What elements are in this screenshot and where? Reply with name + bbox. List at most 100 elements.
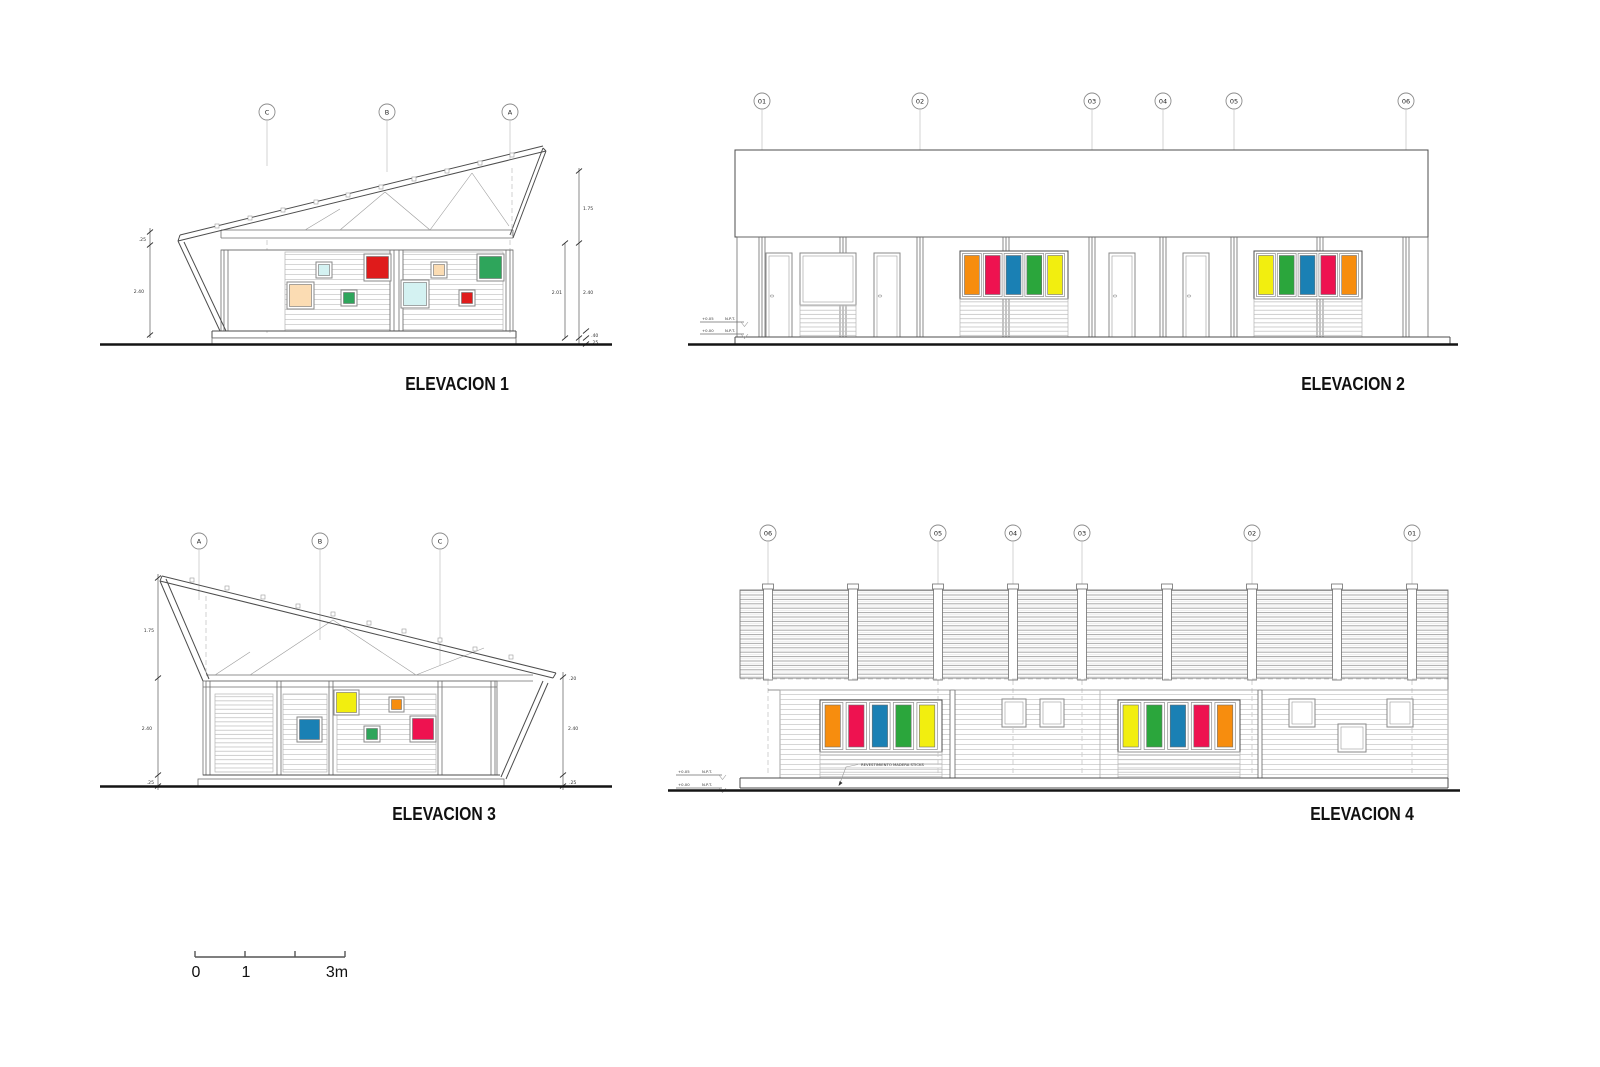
truss-diagonals: [214, 619, 485, 676]
svg-text:06: 06: [764, 530, 772, 538]
svg-text:1.75: 1.75: [144, 628, 154, 634]
grid-bubble-a: A: [190, 532, 208, 550]
svg-text:B: B: [385, 109, 389, 117]
door: [765, 252, 793, 338]
elevation-1-title: ELEVACION 1: [405, 373, 509, 395]
svg-text:+0.00: +0.00: [702, 328, 714, 333]
grid-bubble-c: C: [258, 103, 276, 121]
grid-bubble-02: 02: [1243, 524, 1261, 542]
svg-text:2.40: 2.40: [583, 290, 593, 296]
dimension-left: 1.75 2.40 .25: [142, 574, 162, 790]
grid-bubble-06: 06: [1397, 92, 1415, 110]
grid-bubble-06: 06: [759, 524, 777, 542]
level-markers: +0.05 N.P.T. +0.00 N.P.T.: [676, 769, 727, 793]
window-green-large: [476, 253, 505, 282]
svg-text:2.40: 2.40: [134, 289, 144, 295]
roof-top-chord: [159, 575, 557, 679]
grid-bubble-05: 05: [929, 524, 947, 542]
grid-leader-lines: [767, 542, 1413, 586]
window-peach-small: [430, 261, 448, 279]
level-markers: +0.05 N.P.T. +0.00 N.P.T.: [700, 316, 749, 339]
svg-text:N.P.T.: N.P.T.: [725, 316, 735, 321]
grid-bubble-a: A: [501, 103, 519, 121]
svg-text:A: A: [508, 109, 513, 117]
svg-text:+0.05: +0.05: [678, 769, 690, 774]
roof-right-fascia: [509, 147, 547, 239]
colored-window-band-2: [1117, 699, 1241, 779]
elevation-3-title: ELEVACION 3: [392, 803, 496, 825]
wall-face: [736, 236, 1429, 337]
colored-window-band-2: [1253, 250, 1363, 338]
roof-band: [734, 149, 1429, 238]
svg-text:2.40: 2.40: [568, 726, 578, 732]
svg-text:+0.05: +0.05: [702, 316, 714, 321]
svg-text:1.75: 1.75: [583, 206, 593, 212]
floor-band: [739, 777, 1449, 789]
svg-text:02: 02: [1248, 530, 1256, 538]
scale-label-0: 0: [192, 964, 201, 981]
window-plain: [799, 252, 857, 338]
svg-text:.25: .25: [569, 780, 576, 786]
window-cyan-large: [400, 279, 430, 309]
grid-leader-lines: [266, 121, 511, 172]
roof-purlins: [214, 152, 515, 229]
scale-bar-line: [194, 951, 346, 958]
svg-text:02: 02: [916, 98, 924, 106]
svg-text:N.P.T.: N.P.T.: [702, 782, 712, 787]
elevation-4: REVESTIMIENTO MADERA STICKS +0.05 N.P.T.…: [668, 524, 1460, 825]
elevation-4-title: ELEVACION 4: [1310, 803, 1414, 825]
wall-posts: [205, 681, 496, 775]
svg-text:.25: .25: [147, 780, 154, 786]
dimension-right: .20 2.40 .25: [559, 672, 578, 790]
svg-text:C: C: [265, 109, 270, 117]
roof-right-strut: [500, 680, 549, 780]
small-window: [1337, 723, 1367, 753]
scale-label-3m: 3m: [326, 964, 348, 981]
truss-diagonals: [304, 172, 510, 231]
window-pink-large: [409, 715, 437, 743]
plinth: [197, 778, 505, 787]
svg-text:.40: .40: [591, 333, 598, 339]
floor-band: [211, 330, 517, 339]
svg-text:N.P.T.: N.P.T.: [702, 769, 712, 774]
window-blue-large: [296, 716, 323, 743]
door: [873, 252, 901, 338]
siding-section: [954, 689, 1101, 779]
elevation-1: C B A .25 2.40 1.75 2.40 2.01 .40 .25 EL…: [100, 103, 612, 395]
grid-dashed-lines: [767, 592, 1413, 776]
roof-left-fascia: [159, 578, 210, 682]
floor-band: [734, 336, 1451, 345]
window-yellow-large: [333, 689, 360, 716]
truss-bottom-chord: [206, 674, 533, 682]
grid-bubble-b: B: [378, 103, 396, 121]
svg-text:REVESTIMIENTO MADERA STICKS: REVESTIMIENTO MADERA STICKS: [861, 762, 925, 767]
elevation-2-title: ELEVACION 2: [1301, 373, 1405, 395]
roof-purlins: [189, 577, 514, 660]
slat-panel: [214, 693, 274, 773]
svg-text:05: 05: [934, 530, 942, 538]
small-window: [1039, 698, 1065, 728]
window-green-small: [363, 725, 381, 743]
elevation-3: A B C 1.75 2.40 .25 .20 2.40 .25 ELEVACI…: [100, 532, 612, 825]
svg-text:01: 01: [1408, 530, 1416, 538]
grid-bubble-05: 05: [1225, 92, 1243, 110]
scale-bar: 0 1 3m: [192, 951, 348, 981]
scale-label-1: 1: [242, 964, 251, 981]
door: [1108, 252, 1136, 338]
grid-bubble-04: 04: [1004, 524, 1022, 542]
svg-text:04: 04: [1009, 530, 1017, 538]
section-joints: [949, 690, 1263, 778]
louver-band: [739, 589, 1449, 679]
grid-bubble-c: C: [431, 532, 449, 550]
window-cyan-small: [315, 261, 333, 279]
svg-text:2.40: 2.40: [142, 726, 152, 732]
window-peach-large: [286, 281, 315, 310]
louver-posts: [762, 583, 1418, 681]
roof-top-chord: [177, 145, 547, 242]
svg-text:B: B: [318, 538, 322, 546]
svg-text:.25: .25: [591, 340, 598, 346]
grid-leader-lines: [761, 110, 1407, 150]
svg-text:+0.00: +0.00: [678, 782, 690, 787]
